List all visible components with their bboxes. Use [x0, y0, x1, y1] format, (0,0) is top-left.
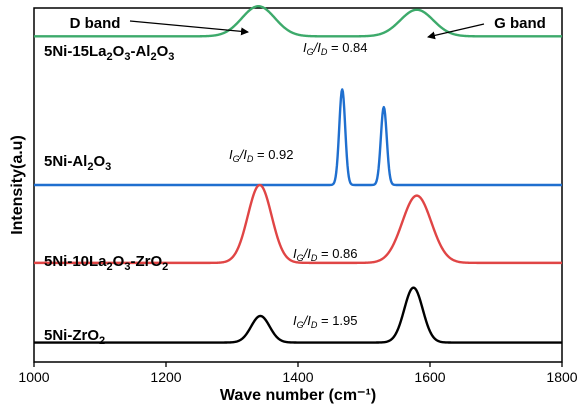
ratio-label-5ni-10la2o3-zro2: IG/ID = 0.86: [293, 246, 358, 263]
x-tick-label-0: 1000: [18, 369, 49, 385]
ratio-label-5ni-zro2: IG/ID = 1.95: [293, 313, 358, 330]
x-tick-label-2: 1400: [282, 369, 313, 385]
ratio-label-5ni-15la2o3-al2o3: IG/ID = 0.84: [303, 40, 368, 57]
annotation-d-band: D band: [70, 15, 121, 32]
x-axis-title: Wave number (cm⁻¹): [220, 387, 376, 404]
series-label-5ni-10la2o3-zro2: 5Ni-10La2O3-ZrO2: [44, 253, 168, 273]
series-line-0: [33, 5, 563, 38]
series-line-3: [33, 286, 563, 344]
x-tick-label-1: 1200: [150, 369, 181, 385]
x-tick-label-4: 1800: [546, 369, 577, 385]
series-label-5ni-zro2: 5Ni-ZrO2: [44, 327, 105, 347]
series-group: [33, 5, 563, 344]
series-label-5ni-15la2o3-al2o3: 5Ni-15La2O3-Al2O3: [44, 43, 174, 63]
d-band-arrow: [129, 20, 249, 36]
annotation-g-band: G band: [494, 15, 546, 32]
ratio-label-5ni-al2o3: IG/ID = 0.92: [229, 147, 294, 164]
x-axis-ticks: 1000 1200 1400 1600 1800: [18, 362, 578, 385]
g-band-arrow: [427, 23, 485, 40]
series-line-1: [33, 88, 563, 187]
series-line-2: [33, 183, 563, 265]
x-tick-label-3: 1600: [414, 369, 445, 385]
series-label-5ni-al2o3: 5Ni-Al2O3: [44, 153, 111, 173]
y-axis-title: Intensity(a.u): [9, 135, 26, 235]
